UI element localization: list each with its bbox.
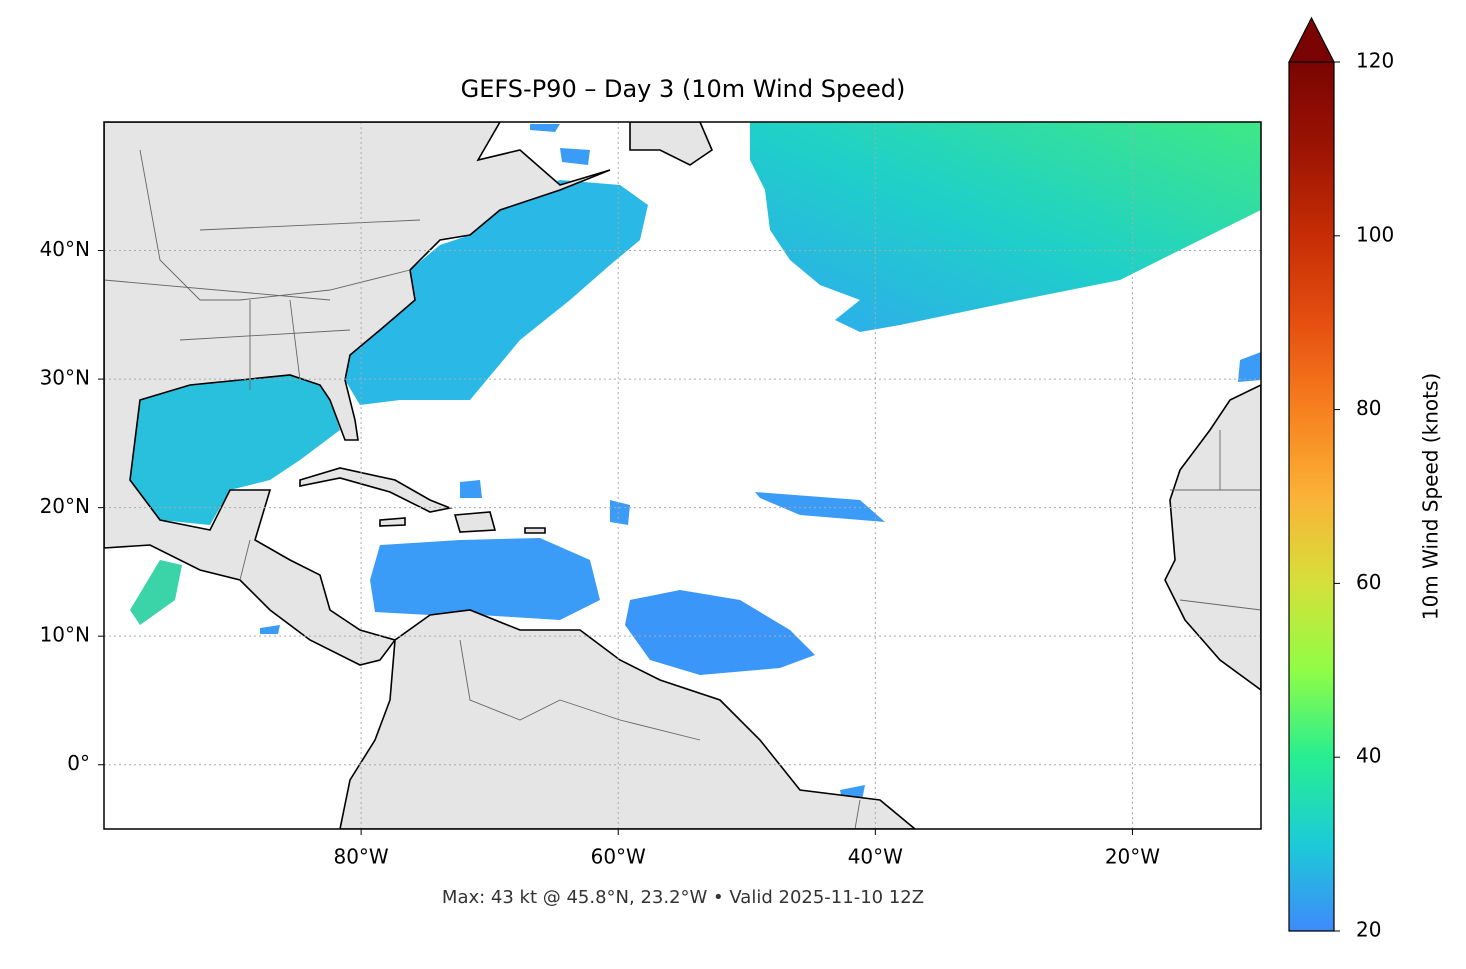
colorbar-tick-label: 60: [1356, 570, 1381, 594]
footnote: Max: 43 kt @ 45.8°N, 23.2°W • Valid 2025…: [442, 887, 924, 908]
x-tick-label: 40°W: [848, 845, 903, 869]
y-tick-label: 20°N: [40, 494, 90, 518]
y-tick-label: 10°N: [40, 623, 90, 647]
wind-field: [130, 122, 1261, 800]
colorbar-tick-label: 100: [1356, 222, 1394, 246]
colorbar-ramp: [1289, 62, 1334, 931]
chart-title: GEFS-P90 – Day 3 (10m Wind Speed): [461, 75, 906, 103]
y-tick-label: 30°N: [40, 366, 90, 390]
colorbar-tick-label: 40: [1356, 744, 1381, 768]
colorbar-label: 10m Wind Speed (knots): [1419, 373, 1443, 620]
colorbar-extension: [1288, 16, 1335, 63]
land: [104, 122, 1261, 829]
y-tick-label: 0°: [67, 751, 90, 775]
colorbar: 20 40 60 80 100 120 10m Wind Speed (knots): [1288, 16, 1443, 942]
colorbar-tick-label: 20: [1356, 918, 1381, 942]
map-frame: [103, 121, 1262, 830]
y-tick-label: 40°N: [40, 237, 90, 261]
x-tick-label: 60°W: [591, 845, 646, 869]
colorbar-frame: [1288, 62, 1335, 932]
colorbar-tick-label: 120: [1356, 49, 1394, 73]
x-tick-label: 80°W: [333, 845, 388, 869]
colorbar-tick-label: 80: [1356, 396, 1381, 420]
x-tick-label: 20°W: [1105, 845, 1160, 869]
map-layer: [104, 122, 1261, 829]
